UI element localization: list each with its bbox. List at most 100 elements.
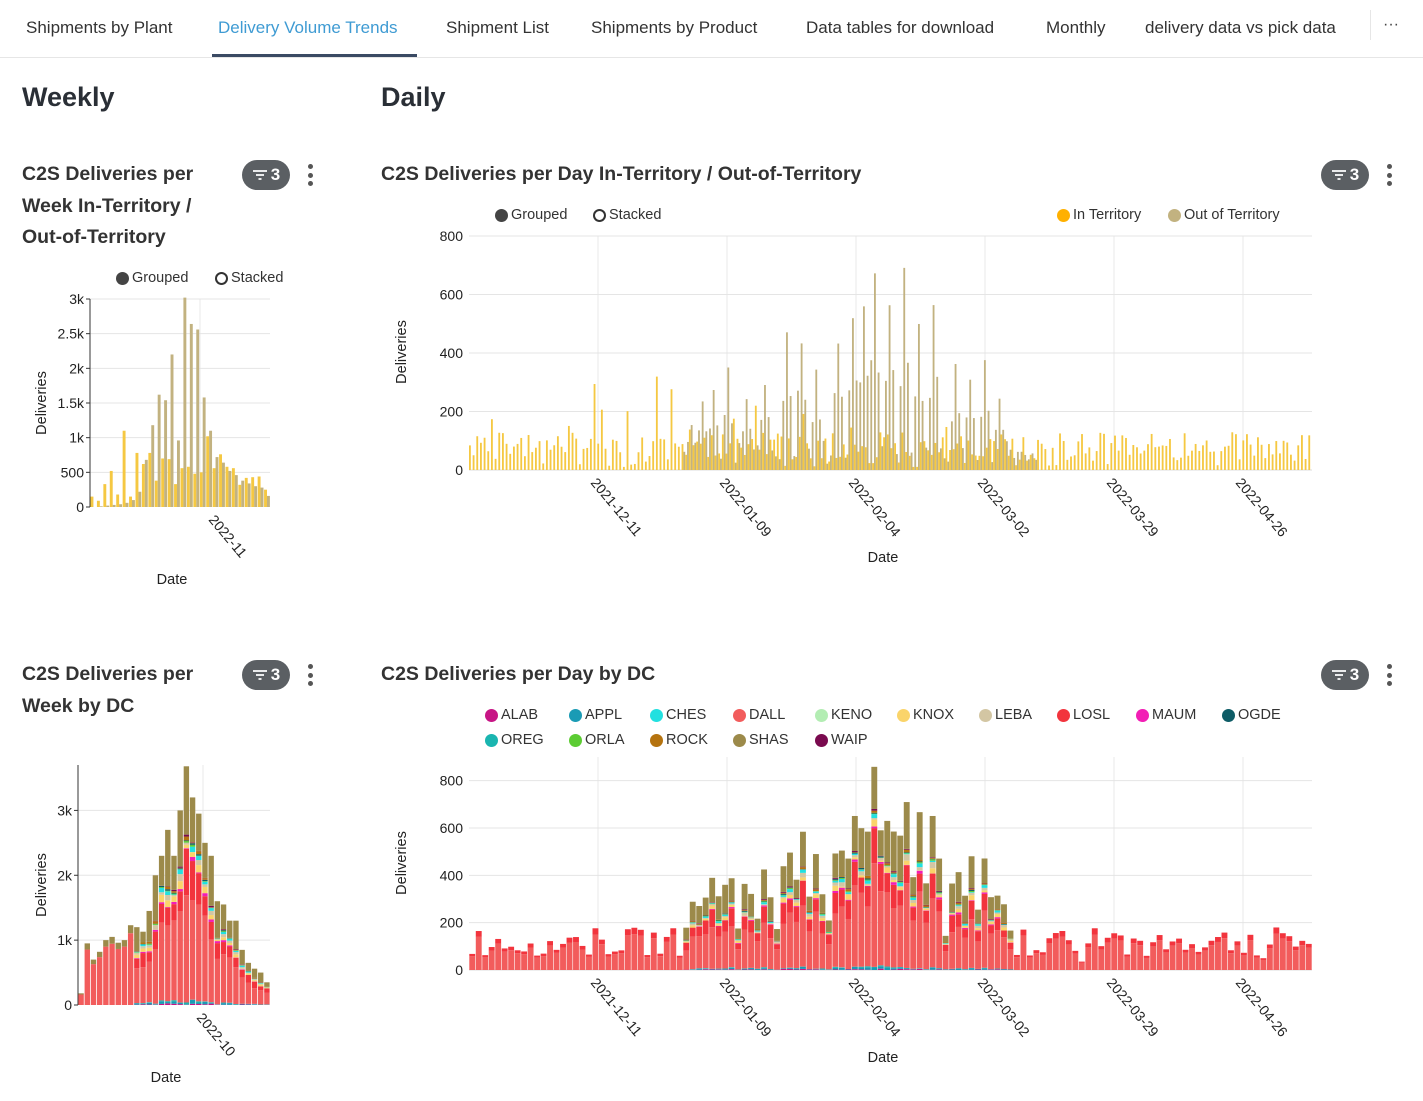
bar-in-territory <box>776 433 779 470</box>
stacked-bar-segment <box>146 952 152 962</box>
bar-in-territory <box>934 442 937 470</box>
stacked-bar-segment <box>715 919 722 920</box>
bar-in-territory <box>1026 460 1028 470</box>
stacked-bar-segment <box>793 968 800 970</box>
filter-button-day-territory[interactable]: 3 <box>1321 160 1369 190</box>
legend-out-of-territory[interactable]: Out of Territory <box>1168 207 1280 223</box>
legend-item-leba[interactable]: LEBA <box>979 707 1032 723</box>
bar-in-territory <box>1187 455 1190 470</box>
stacked-bar-segment <box>968 900 975 901</box>
legend-item-alab[interactable]: ALAB <box>485 707 538 723</box>
bar-in-territory <box>571 432 574 470</box>
stacked-bar-segment <box>748 920 755 933</box>
filter-button-day-dc[interactable]: 3 <box>1321 660 1369 690</box>
stacked-bar-segment <box>196 1003 202 1005</box>
card-menu-icon[interactable] <box>302 162 318 188</box>
bar-in-territory <box>1084 453 1087 470</box>
stacked-bar-segment <box>858 875 865 878</box>
stacked-bar-segment <box>793 879 800 899</box>
legend-item-shas[interactable]: SHAS <box>733 732 789 748</box>
bar-out-of-territory <box>112 504 116 507</box>
legend-item-waip[interactable]: WAIP <box>815 732 868 748</box>
stacked-bar-segment <box>890 831 897 872</box>
stacked-bar-segment <box>903 802 910 849</box>
card-menu-icon[interactable] <box>1381 662 1397 688</box>
tab-shipments-by-plant[interactable]: Shipments by Plant <box>26 18 173 37</box>
section-title-daily: Daily <box>381 82 446 112</box>
filter-button-week-dc[interactable]: 3 <box>242 660 290 690</box>
stacked-bar-segment <box>761 901 767 903</box>
stacked-bar-segment <box>611 954 618 970</box>
card-menu-icon[interactable] <box>1381 162 1397 188</box>
stacked-bar-segment <box>871 766 878 809</box>
legend-item-rock[interactable]: ROCK <box>650 732 708 748</box>
bar-in-territory <box>251 477 255 507</box>
stacked-bar-segment <box>761 904 767 906</box>
mode-grouped-radio[interactable]: Grouped <box>116 270 188 286</box>
bar-in-territory <box>1044 449 1047 470</box>
tab-delivery-volume-trends[interactable]: Delivery Volume Trends <box>218 18 398 37</box>
legend-item-ogde[interactable]: OGDE <box>1222 707 1281 723</box>
legend-in-territory[interactable]: In Territory <box>1057 207 1141 223</box>
stacked-bar-segment <box>177 810 183 867</box>
legend-item-maum[interactable]: MAUM <box>1136 707 1196 723</box>
bar-in-territory <box>109 470 113 507</box>
tab-delivery-vs-pick[interactable]: delivery data vs pick data <box>1145 18 1336 37</box>
bar-in-territory <box>567 425 570 470</box>
stacked-bar-segment <box>1130 938 1137 944</box>
stacked-bar-segment <box>754 929 761 931</box>
legend-item-losl[interactable]: LOSL <box>1057 707 1110 723</box>
stacked-bar-segment <box>245 982 252 1004</box>
stacked-bar-segment <box>1195 954 1202 970</box>
card-menu-icon[interactable] <box>302 662 318 688</box>
stacked-bar-segment <box>832 879 839 881</box>
bar-out-of-territory <box>969 379 972 470</box>
mode-stacked-radio[interactable]: Stacked <box>215 270 283 286</box>
legend-item-oreg[interactable]: OREG <box>485 732 544 748</box>
tab-data-tables[interactable]: Data tables for download <box>806 18 995 37</box>
bar-out-of-territory <box>753 449 755 470</box>
legend-item-appl[interactable]: APPL <box>569 707 622 723</box>
bar-in-territory <box>534 447 537 470</box>
x-tick-label: 2021-12-11 <box>588 975 646 1040</box>
bar-in-territory <box>762 432 765 470</box>
stacked-bar-segment <box>146 910 152 942</box>
more-tabs-button[interactable]: ··· <box>1370 10 1411 40</box>
bar-out-of-territory <box>833 393 836 470</box>
tab-monthly[interactable]: Monthly <box>1046 18 1106 37</box>
bar-in-territory <box>257 476 261 507</box>
stacked-bar-segment <box>949 912 956 913</box>
legend-item-orla[interactable]: ORLA <box>569 732 625 748</box>
stacked-bar-segment <box>245 1004 252 1005</box>
bar-in-territory <box>622 466 625 470</box>
stacked-bar-segment <box>488 947 495 951</box>
filter-button-week-territory[interactable]: 3 <box>242 160 290 190</box>
tab-shipments-by-product[interactable]: Shipments by Product <box>591 18 758 37</box>
bar-in-territory <box>633 463 636 470</box>
legend-item-keno[interactable]: KENO <box>815 707 872 723</box>
stacked-bar-segment <box>709 927 716 969</box>
tab-shipment-list[interactable]: Shipment List <box>446 18 549 37</box>
bar-out-of-territory <box>164 400 168 507</box>
stacked-bar-segment <box>988 920 994 922</box>
stacked-bar-segment <box>832 853 839 878</box>
stacked-bar-segment <box>165 907 171 926</box>
mode-grouped-radio[interactable]: Grouped <box>495 207 567 223</box>
bar-out-of-territory <box>119 504 123 507</box>
stacked-bar-segment <box>864 831 871 876</box>
bar-in-territory <box>1260 444 1263 470</box>
bar-in-territory <box>483 437 486 470</box>
stacked-bar-segment <box>877 968 884 970</box>
bar-in-territory <box>989 439 992 470</box>
stacked-bar-segment <box>134 952 140 955</box>
legend-item-dall[interactable]: DALL <box>733 707 785 723</box>
stacked-bar-segment <box>573 941 579 970</box>
stacked-bar-segment <box>774 944 780 950</box>
stacked-bar-segment <box>748 932 755 968</box>
legend-item-knox[interactable]: KNOX <box>897 707 954 723</box>
mode-stacked-radio[interactable]: Stacked <box>593 207 661 223</box>
bar-in-territory <box>199 472 203 507</box>
stacked-bar-segment <box>208 919 214 922</box>
stacked-bar-segment <box>761 922 767 968</box>
legend-item-ches[interactable]: CHES <box>650 707 706 723</box>
